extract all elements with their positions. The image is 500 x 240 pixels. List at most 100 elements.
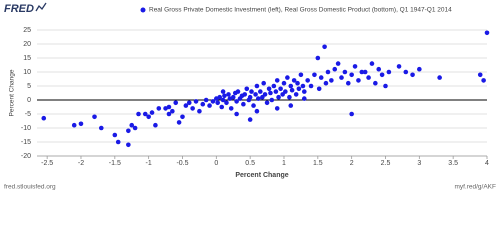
logo: FRED (4, 3, 34, 15)
point (247, 117, 253, 122)
point (352, 64, 358, 69)
x-axis-title: Percent Change (235, 172, 288, 179)
x-tick-label: 3.5 (448, 160, 458, 167)
point (305, 78, 310, 83)
point (283, 89, 288, 94)
point (383, 83, 388, 89)
y-tick-label: -5 (25, 111, 31, 118)
point (386, 69, 392, 75)
point (288, 103, 294, 108)
point (235, 89, 241, 94)
point (126, 128, 131, 134)
point (254, 83, 260, 89)
point (301, 89, 307, 94)
point (262, 92, 268, 97)
x-tick-label: -0.5 (176, 160, 188, 167)
point (220, 97, 226, 103)
point (366, 75, 371, 80)
point (417, 66, 422, 72)
point (356, 78, 361, 83)
point (308, 83, 314, 89)
y-tick-label: 0 (27, 97, 31, 104)
point (335, 61, 341, 66)
point (183, 103, 189, 108)
point (193, 99, 199, 104)
point (234, 99, 239, 104)
point (271, 83, 277, 89)
point (173, 100, 179, 106)
point (207, 103, 212, 108)
y-tick-label: 25 (23, 27, 31, 34)
point (203, 97, 209, 103)
x-tick-label: 1 (282, 160, 286, 167)
point (403, 69, 409, 75)
point (373, 80, 378, 86)
legend-marker (140, 7, 146, 13)
y-tick-label: -15 (21, 139, 31, 146)
point (312, 72, 317, 78)
point (215, 100, 220, 106)
point (296, 86, 302, 92)
point (396, 64, 402, 69)
point (71, 122, 77, 128)
point (339, 75, 344, 80)
point (251, 103, 256, 108)
point (281, 80, 287, 86)
point (241, 101, 246, 107)
point (323, 80, 329, 86)
x-tick-label: 4 (485, 160, 489, 167)
x-tick-label: -1 (146, 160, 152, 167)
point (484, 30, 490, 36)
point (132, 125, 138, 131)
point (190, 106, 195, 111)
point (249, 89, 254, 94)
point (342, 69, 348, 75)
point (219, 104, 225, 110)
point (244, 86, 250, 92)
point (242, 92, 248, 97)
point (345, 80, 351, 86)
point (247, 94, 253, 100)
point (264, 100, 270, 106)
point (332, 66, 338, 72)
y-tick-label: -20 (21, 153, 31, 160)
point (98, 125, 104, 131)
x-tick-label: -2 (78, 160, 84, 167)
logo-icon (35, 2, 47, 12)
point (149, 110, 155, 115)
point (329, 78, 334, 83)
point (186, 100, 192, 106)
x-tick-label: 1.5 (313, 160, 323, 167)
x-tick-label: 2.5 (381, 160, 391, 167)
point (255, 96, 261, 101)
point (322, 44, 327, 50)
point (278, 86, 283, 92)
point (142, 111, 148, 117)
point (261, 80, 266, 86)
point (437, 75, 442, 80)
point (234, 111, 239, 117)
point (170, 108, 175, 114)
point (41, 115, 47, 121)
point (273, 89, 279, 94)
x-tick-label: -1.5 (109, 160, 121, 167)
y-tick-label: 15 (23, 55, 31, 62)
point (146, 114, 151, 120)
point (288, 83, 294, 89)
point (258, 89, 263, 94)
point (253, 92, 258, 97)
point (291, 78, 297, 83)
x-tick-label: 0 (214, 160, 218, 167)
point (295, 80, 300, 86)
chart: FRED Real Gross Private Domestic Investm… (4, 2, 497, 191)
y-tick-label: 5 (27, 83, 31, 90)
point (156, 106, 162, 111)
y-tick-label: 20 (23, 41, 31, 48)
point (224, 100, 229, 106)
point (266, 86, 272, 92)
point (197, 108, 202, 114)
point (269, 97, 275, 103)
point (153, 122, 158, 128)
point (359, 69, 365, 75)
point (210, 99, 216, 104)
